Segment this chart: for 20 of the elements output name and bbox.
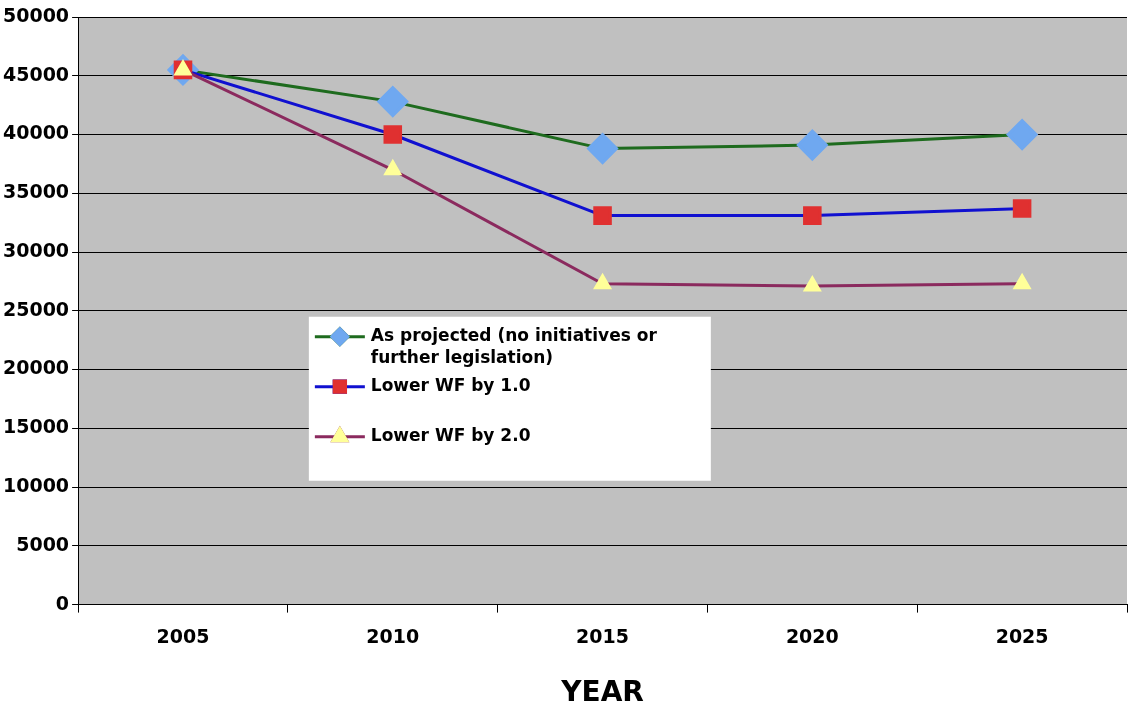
x-tick-label: 2020 xyxy=(785,624,839,647)
y-tick-label: 40000 xyxy=(2,121,70,144)
legend-label: Lower WF by 1.0 xyxy=(370,375,531,396)
y-tick-label: 25000 xyxy=(2,297,70,320)
y-tick-label: 15000 xyxy=(2,415,70,438)
y-tick-label: 20000 xyxy=(2,356,70,379)
y-tick-label: 30000 xyxy=(2,238,70,261)
y-tick-label: 10000 xyxy=(2,474,70,497)
x-tick-label: 2010 xyxy=(366,624,420,647)
y-tick-label: 35000 xyxy=(2,180,70,203)
x-tick-label: 2015 xyxy=(576,624,629,647)
legend-label: As projected (no initiatives or further legislation) xyxy=(370,325,658,368)
y-tick-label: 50000 xyxy=(2,3,70,26)
y-tick-label: 45000 xyxy=(2,62,70,85)
x-axis-title: YEAR xyxy=(560,675,644,709)
y-tick-label: 5000 xyxy=(16,532,70,555)
x-tick-label: 2025 xyxy=(995,624,1049,647)
y-tick-label: 0 xyxy=(55,591,70,614)
legend-label: Lower WF by 2.0 xyxy=(370,425,531,446)
x-tick-label: 2005 xyxy=(156,624,210,647)
